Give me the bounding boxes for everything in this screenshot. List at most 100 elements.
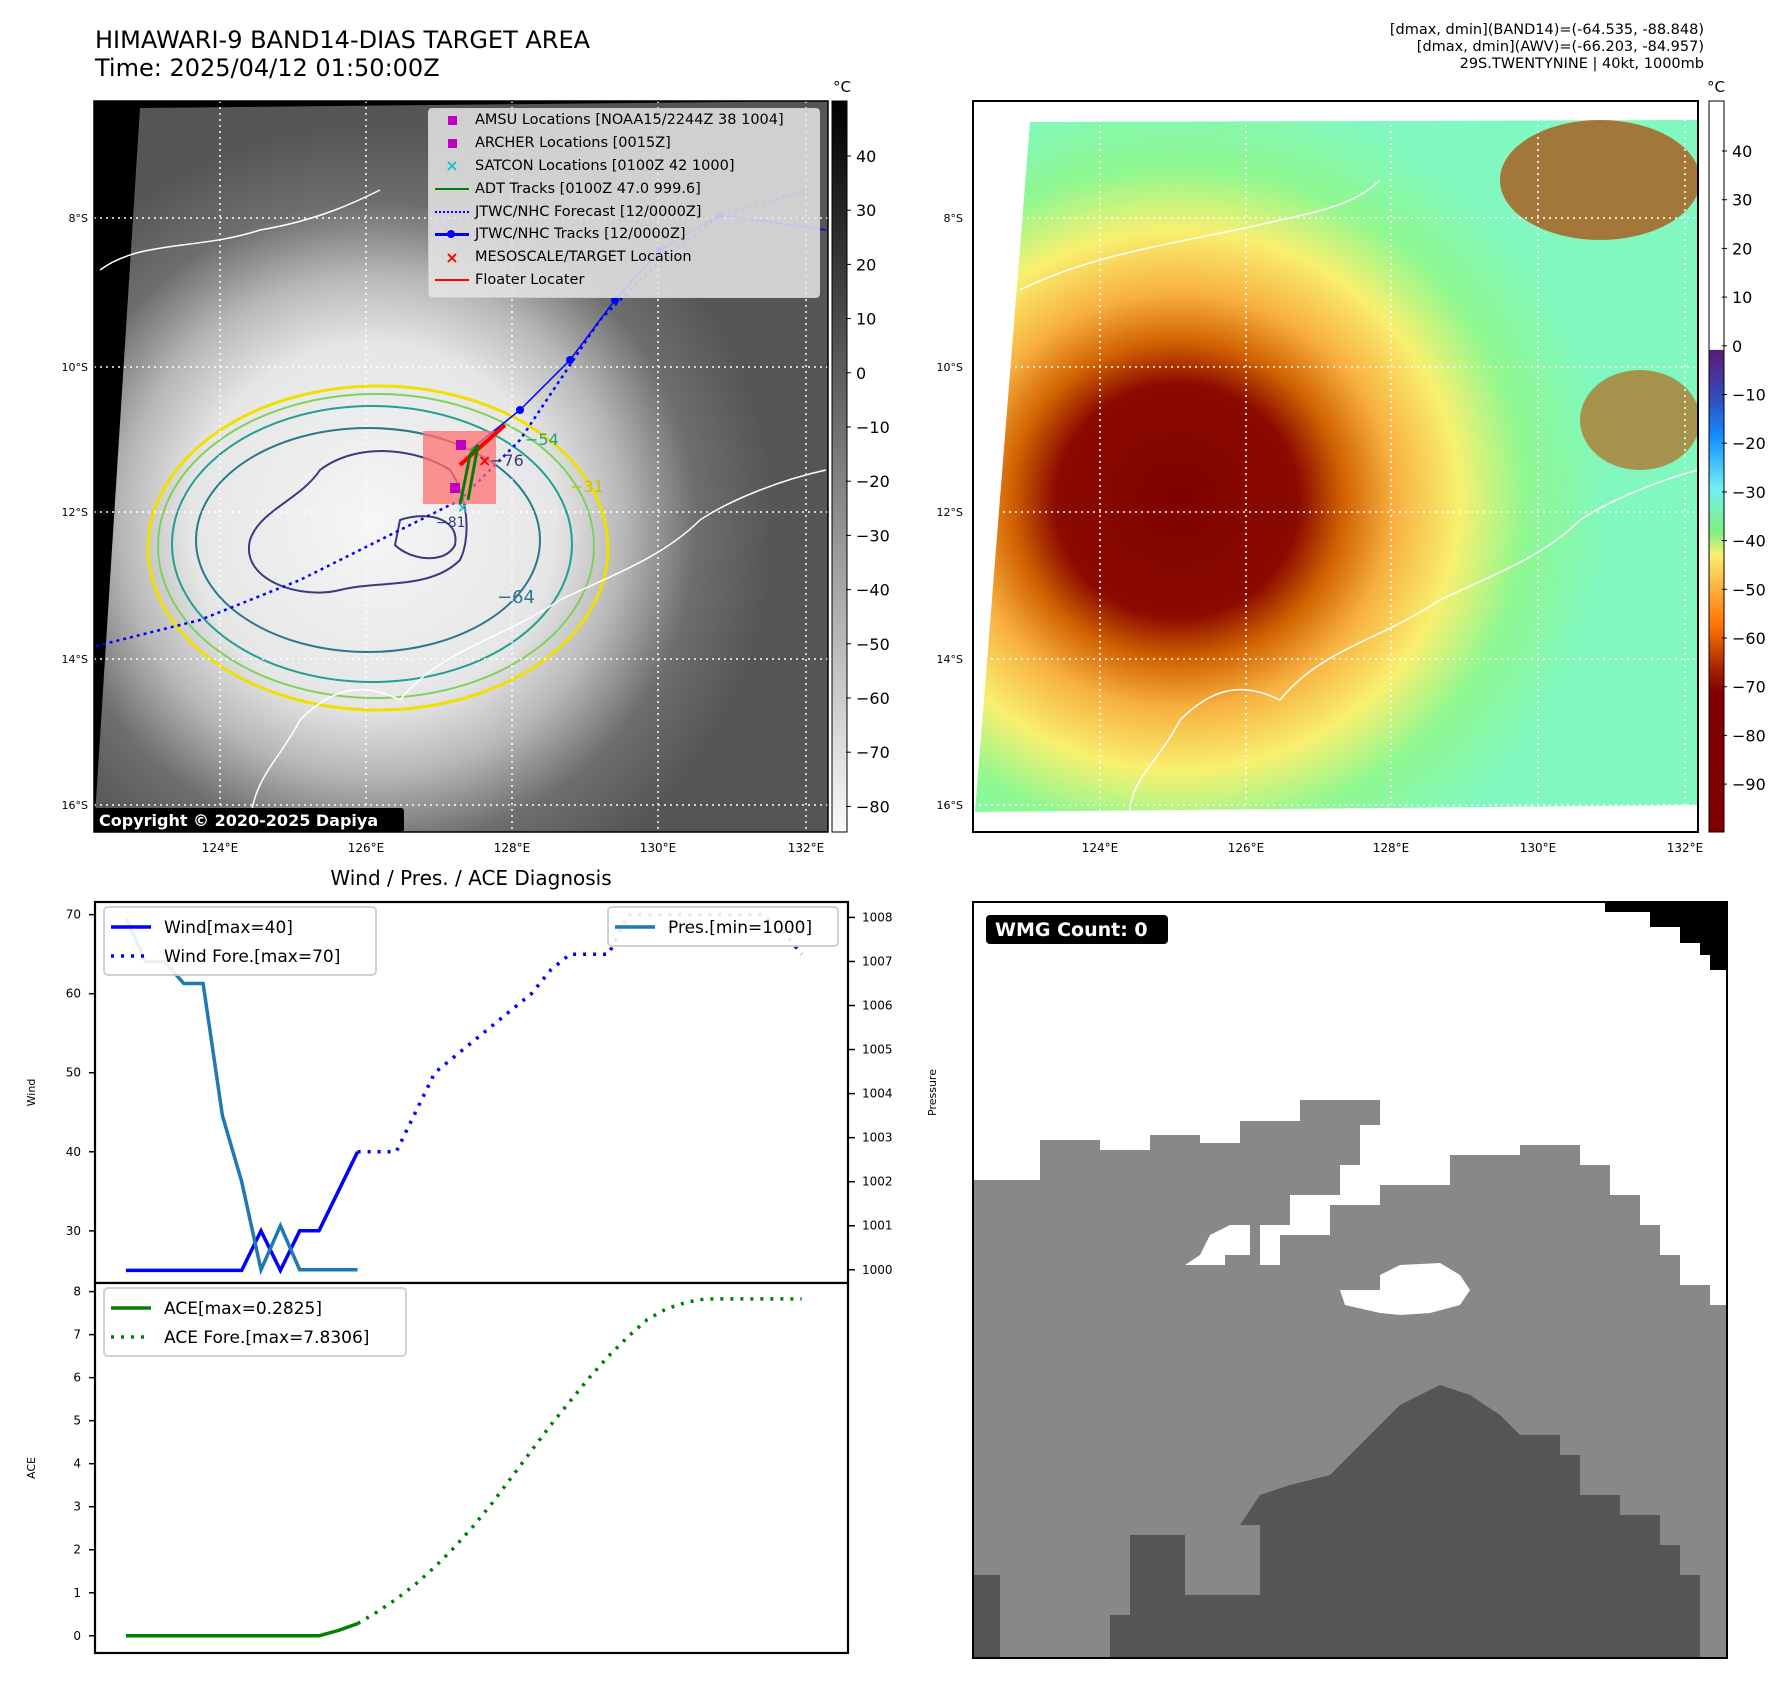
coastline-australia xyxy=(1129,469,1698,813)
lon-label: 132°E xyxy=(788,841,825,855)
colorbar-tick-label: −10 xyxy=(856,418,890,437)
legend-label: Wind Fore.[max=70] xyxy=(164,947,340,967)
y-tick-label: 30 xyxy=(66,1224,81,1238)
chart-legend xyxy=(103,1287,407,1357)
y2-tick-label: 1002 xyxy=(862,1175,893,1189)
colorbar-tick-label: 20 xyxy=(1732,239,1752,258)
lat-label: 10°S xyxy=(62,361,88,374)
legend-label: JTWC/NHC Forecast [12/0000Z] xyxy=(475,203,702,220)
y2-tick-label: 1006 xyxy=(862,999,893,1013)
map1-lat-labels: 8°S 10°S 12°S 14°S 16°S xyxy=(62,212,88,812)
legend-item: JTWC/NHC Forecast [12/0000Z] xyxy=(429,200,819,223)
lat-label: 8°S xyxy=(69,212,88,225)
map2-cold-top-e xyxy=(1580,370,1698,470)
copyright-badge xyxy=(94,808,404,832)
colorbar-tick-label: 30 xyxy=(856,201,876,220)
colorbar-tick-label: −80 xyxy=(856,797,890,816)
contour-label: −64 xyxy=(497,587,535,608)
colorbar2 xyxy=(1708,100,1725,833)
y2-tick-label: 1005 xyxy=(862,1043,893,1057)
legend-symbol-icon xyxy=(429,138,475,148)
contour-label: −54 xyxy=(525,430,559,449)
wmg-dark-region xyxy=(1110,1385,1700,1658)
coastline-australia xyxy=(249,469,827,831)
y-tick-label: 70 xyxy=(66,908,81,922)
info-storm: 29S.TWENTYNINE | 40kt, 1000mb xyxy=(1459,56,1704,72)
legend-item: Floater Locater xyxy=(429,269,819,292)
map1-legend: AMSU Locations [NOAA15/2244Z 38 1004] ARC… xyxy=(428,108,820,298)
lon-label: 128°E xyxy=(1373,841,1410,855)
map2-lat-labels: 8°S 10°S 12°S 14°S 16°S xyxy=(937,212,963,812)
contour-teal xyxy=(171,405,573,683)
colorbar-tick-label: −80 xyxy=(1732,726,1766,745)
y-tick-label: 50 xyxy=(66,1066,81,1080)
contour-label: −81 xyxy=(436,515,466,531)
y-tick-label: 6 xyxy=(73,1371,81,1385)
y2-tick-label: 1004 xyxy=(862,1087,893,1101)
coastline-timor xyxy=(1019,179,1381,291)
info-band14: [dmax, dmin](BAND14)=(-64.535, -88.848) xyxy=(1389,22,1704,38)
contour-core xyxy=(393,515,457,560)
colorbar-tick-label: −10 xyxy=(1732,386,1766,405)
info-awv: [dmax, dmin](AWV)=(-66.203, -84.957) xyxy=(1416,39,1704,55)
y-tick-label: 8 xyxy=(73,1285,81,1299)
lat-label: 10°S xyxy=(937,361,963,374)
coastline-timor xyxy=(99,189,381,271)
target-marker: × xyxy=(478,451,491,470)
legend-label: MESOSCALE/TARGET Location xyxy=(475,249,692,266)
lon-label: 126°E xyxy=(1228,841,1265,855)
adt-track xyxy=(458,444,480,506)
colorbar-tick-label: 40 xyxy=(1732,142,1752,161)
colorbar-tick-label: −50 xyxy=(856,635,890,654)
y-axis-label: Wind xyxy=(25,1079,38,1107)
legend-label: ARCHER Locations [0015Z] xyxy=(475,135,671,152)
legend-label: SATCON Locations [0100Z 42 1000] xyxy=(475,157,735,174)
legend-symbol-icon xyxy=(429,115,475,125)
map2-lon-labels: 124°E 126°E 128°E 130°E 132°E xyxy=(1082,841,1704,855)
legend-item: × SATCON Locations [0100Z 42 1000] xyxy=(429,155,819,178)
y2-tick-label: 1007 xyxy=(862,954,893,968)
wmg-badge xyxy=(986,915,1168,944)
lat-label: 14°S xyxy=(62,653,88,666)
legend-symbol-icon: × xyxy=(445,156,459,176)
colorbar-tick-label: 20 xyxy=(856,255,876,274)
floater-locater xyxy=(458,423,507,467)
satcon-marker: × xyxy=(457,500,469,516)
legend-label: AMSU Locations [NOAA15/2244Z 38 1004] xyxy=(475,112,784,129)
wmg-count: WMG Count: 0 xyxy=(995,919,1148,941)
y-tick-label: 4 xyxy=(73,1457,81,1471)
lat-label: 16°S xyxy=(62,799,88,812)
legend-label: Pres.[min=1000] xyxy=(668,918,812,938)
map1-lon-labels: 124°E 126°E 128°E 130°E 132°E xyxy=(202,841,825,855)
wmg-dark-region xyxy=(973,1575,1000,1658)
lat-label: 16°S xyxy=(937,799,963,812)
contour-green xyxy=(157,393,595,699)
colorbar-tick-label: −30 xyxy=(856,526,890,545)
legend-label: ADT Tracks [0100Z 47.0 999.6] xyxy=(475,180,701,197)
series-line xyxy=(125,1621,359,1638)
series-line xyxy=(356,1297,802,1626)
contour-blue xyxy=(195,427,541,653)
legend-label: Wind[max=40] xyxy=(164,918,293,938)
lat-label: 12°S xyxy=(62,506,88,519)
y-tick-label: 60 xyxy=(66,987,81,1001)
lon-label: 126°E xyxy=(348,841,385,855)
colorbar-tick-label: −20 xyxy=(856,472,890,491)
legend-label: ACE Fore.[max=7.8306] xyxy=(164,1328,369,1348)
lat-label: 8°S xyxy=(944,212,963,225)
series-line xyxy=(125,1151,360,1275)
colorbar-tick-label: 40 xyxy=(856,147,876,166)
y2-tick-label: 1003 xyxy=(862,1131,893,1145)
contour-label: −76 xyxy=(490,451,524,470)
colorbar1 xyxy=(831,100,848,833)
diagnosis-charts: 3040506070Wind10001001100210031004100510… xyxy=(25,900,939,1655)
legend-item: AMSU Locations [NOAA15/2244Z 38 1004] xyxy=(429,109,819,132)
copyright-text: Copyright © 2020-2025 Dapiya xyxy=(99,811,378,830)
colorbar-tick-label: 0 xyxy=(856,364,866,383)
map2-awv-imagery xyxy=(975,120,1698,812)
map1-panel: × × −64 −76 −54 −31 −81 Copyright © 2020… xyxy=(62,78,1766,890)
colorbar-tick-label: −20 xyxy=(1732,434,1766,453)
colorbar-tick-label: 10 xyxy=(1732,288,1752,307)
colorbar-tick-label: 30 xyxy=(1732,191,1752,210)
lon-label: 124°E xyxy=(1082,841,1119,855)
